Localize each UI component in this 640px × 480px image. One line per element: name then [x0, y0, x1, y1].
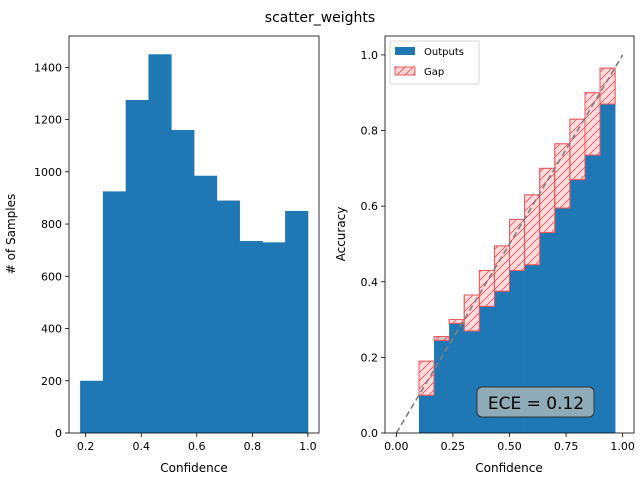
- gap-bar-hatch: [418, 360, 435, 396]
- histogram-y-tick-label: 1400: [34, 61, 62, 74]
- histogram-y-tick-label: 600: [41, 270, 62, 283]
- histogram-bar: [262, 242, 286, 433]
- legend-swatch-outputs: [395, 47, 415, 55]
- histogram-panel: 0.2 0.4 0.6 0.8 1.0 0 200 400 600 800 1000 1200 140…: [4, 35, 320, 475]
- reliability-x-tick-label: 0.25: [441, 440, 466, 453]
- gap-bar-hatch: [524, 194, 541, 266]
- outputs-bar: [600, 104, 616, 434]
- gap-bar-hatch: [478, 269, 495, 307]
- gap-bar-hatch: [509, 218, 526, 271]
- histogram-y-tick-label: 1200: [34, 114, 62, 127]
- reliability-x-tick-label: 1.00: [610, 440, 635, 453]
- gap-bar-hatch: [554, 143, 571, 209]
- ece-text: ECE = 0.12: [488, 394, 584, 414]
- outputs-bar: [449, 323, 465, 433]
- perfect-calibration-line: [395, 54, 624, 434]
- histogram-y-tick-label: 1000: [34, 166, 62, 179]
- histogram-x-tick-label: 0.8: [244, 440, 262, 453]
- histogram-y-tick-label: 800: [41, 218, 62, 231]
- histogram-x-label: Confidence: [160, 461, 227, 475]
- gap-bar-hatch: [599, 67, 616, 105]
- reliability-y-label: Accuracy: [334, 207, 348, 262]
- legend: Outputs Gap: [389, 40, 480, 85]
- reliability-y-ticks: 0.0 0.2 0.4 0.6 0.8 1.0: [361, 49, 385, 440]
- histogram-x-tick-label: 0.2: [77, 440, 95, 453]
- histogram-y-tick-label: 400: [41, 323, 62, 336]
- histogram-y-label: # of Samples: [4, 194, 18, 275]
- outputs-bar: [569, 179, 586, 433]
- reliability-y-tick-label: 0.0: [361, 427, 379, 440]
- histogram-bar: [216, 200, 240, 433]
- reliability-panel: 0.00 0.25 0.50 0.75 1.00 0.00.20.40.60.81.0 …: [334, 35, 635, 475]
- gap-bar-hatch: [463, 294, 480, 332]
- ece-box: [476, 386, 595, 418]
- legend-swatch-gap-hatch: [394, 66, 416, 76]
- legend-label-gap: Gap: [424, 67, 444, 78]
- histogram-bar: [171, 130, 195, 434]
- gap-bar-hatch: [569, 118, 586, 181]
- reliability-y-tick-label: 0.8: [361, 125, 379, 138]
- outputs-bar: [584, 155, 601, 433]
- histogram-y-tick-label: 0: [55, 427, 62, 440]
- outputs-bar: [464, 330, 480, 433]
- reliability-x-ticks: 0.00 0.25 0.50 0.75 1.00: [384, 433, 635, 453]
- gap-bar-hatch: [539, 167, 556, 234]
- reliability-bars: [418, 67, 616, 434]
- outputs-bar: [434, 336, 450, 433]
- histogram-bar: [80, 380, 104, 433]
- reliability-x-label: Confidence: [475, 461, 542, 475]
- outputs-bar: [539, 232, 556, 433]
- histogram-y-tick-label: 200: [41, 375, 62, 388]
- gap-bar-hatch: [584, 92, 601, 156]
- ece-annotation: ECE = 0.12: [476, 386, 595, 418]
- outputs-bar: [418, 395, 435, 433]
- reliability-y-tick-label: 0.2: [361, 351, 379, 364]
- reliability-y-tick-label: 0.4: [361, 276, 379, 289]
- histogram-bar: [194, 175, 218, 433]
- reliability-y-tick-label: 1.0: [361, 49, 379, 62]
- legend-label-outputs: Outputs: [424, 47, 464, 58]
- histogram-x-tick-label: 0.6: [188, 440, 206, 453]
- histogram-bar: [285, 210, 309, 433]
- reliability-x-tick-label: 0.75: [554, 440, 579, 453]
- gap-bar-hatch: [433, 336, 450, 341]
- histogram-bar: [102, 191, 127, 433]
- histogram-x-ticks: 0.2 0.4 0.6 0.8 1.0: [77, 433, 317, 453]
- histogram-bar: [239, 241, 263, 433]
- histogram-bars: [80, 54, 309, 434]
- histogram-bar: [148, 54, 172, 433]
- histogram-axes-frame: [68, 35, 320, 434]
- reliability-x-tick-label: 0.00: [384, 440, 409, 453]
- histogram-bar: [125, 99, 149, 433]
- histogram-y-ticks: 0 200 400 600 800 1000 1200 1400: [34, 61, 69, 440]
- outputs-bar: [554, 208, 571, 433]
- figure-title: scatter_weights: [265, 10, 375, 26]
- histogram-x-tick-label: 0.4: [132, 440, 150, 453]
- histogram-x-tick-label: 1.0: [299, 440, 317, 453]
- gap-bar-hatch: [493, 245, 510, 292]
- reliability-y-tick-label: 0.6: [361, 200, 379, 213]
- reliability-x-tick-label: 0.50: [497, 440, 522, 453]
